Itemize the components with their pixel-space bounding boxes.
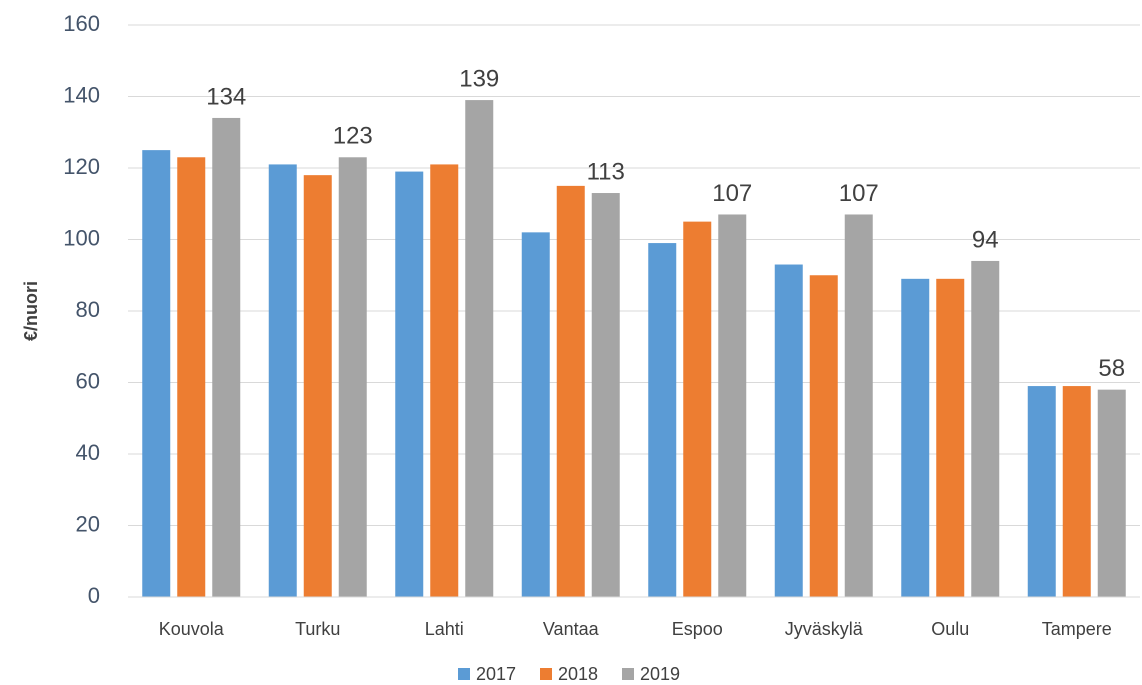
data-label: 94	[972, 226, 999, 253]
bar	[395, 171, 424, 597]
bar	[683, 221, 712, 597]
bar	[591, 193, 620, 597]
y-tick-label: 60	[76, 368, 100, 393]
bar	[268, 164, 297, 598]
data-label: 113	[587, 158, 625, 185]
bar	[844, 214, 873, 597]
legend-swatch	[540, 668, 552, 680]
legend-swatch	[622, 668, 634, 680]
legend-label: 2019	[640, 664, 680, 684]
x-tick-label: Oulu	[931, 619, 969, 639]
bar	[1027, 386, 1056, 597]
bar	[1097, 389, 1126, 597]
bar	[338, 157, 367, 597]
bar	[809, 275, 838, 597]
x-tick-label: Vantaa	[543, 619, 600, 639]
x-tick-label: Lahti	[425, 619, 464, 639]
data-label: 107	[839, 180, 879, 207]
bar	[901, 278, 930, 597]
data-label: 107	[712, 180, 752, 207]
y-tick-label: 140	[63, 82, 100, 107]
y-tick-label: 80	[76, 297, 100, 322]
bar	[212, 117, 241, 597]
x-tick-label: Kouvola	[159, 619, 225, 639]
y-tick-label: 100	[63, 225, 100, 250]
bar	[177, 157, 206, 597]
x-tick-label: Jyväskylä	[785, 619, 864, 639]
bar	[521, 232, 550, 597]
x-tick-label: Tampere	[1042, 619, 1112, 639]
bar	[142, 150, 171, 597]
bar	[1062, 386, 1091, 597]
bar	[971, 260, 1000, 597]
bar	[556, 185, 585, 597]
y-tick-label: 0	[88, 583, 100, 608]
y-tick-label: 120	[63, 154, 100, 179]
bar	[430, 164, 459, 598]
data-label: 139	[459, 65, 499, 92]
data-label: 134	[206, 83, 246, 110]
legend-swatch	[458, 668, 470, 680]
bar	[936, 278, 965, 597]
bar	[774, 264, 803, 597]
bar	[648, 243, 677, 597]
x-tick-label: Turku	[295, 619, 340, 639]
legend-label: 2018	[558, 664, 598, 684]
y-axis-label: €/nuori	[21, 281, 41, 341]
x-tick-label: Espoo	[672, 619, 723, 639]
bar	[303, 175, 332, 597]
y-tick-label: 40	[76, 440, 100, 465]
y-tick-label: 160	[63, 11, 100, 36]
data-label: 123	[333, 123, 373, 150]
bar	[465, 100, 494, 597]
y-tick-label: 20	[76, 511, 100, 536]
legend-label: 2017	[476, 664, 516, 684]
data-label: 58	[1098, 355, 1125, 382]
bar	[718, 214, 747, 597]
